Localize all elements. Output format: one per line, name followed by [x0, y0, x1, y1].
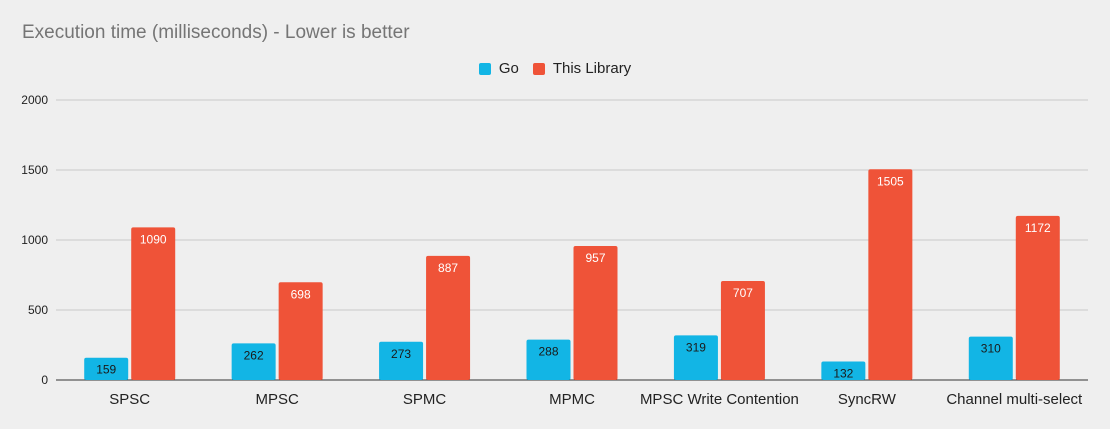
bar-value-label: 159 — [96, 363, 116, 377]
bar-go — [673, 335, 718, 380]
x-tick-label: MPSC Write Contention — [640, 391, 799, 408]
bar-value-label: 319 — [686, 340, 706, 354]
bar-value-label: 707 — [733, 286, 753, 300]
chart-legend: Go This Library — [0, 60, 1110, 77]
y-tick-label: 0 — [41, 373, 48, 387]
bar-this-library — [1015, 215, 1060, 380]
bar-go — [968, 336, 1013, 380]
y-tick-label: 500 — [28, 303, 48, 317]
bar-go — [379, 341, 424, 380]
bar-this-library — [573, 246, 618, 380]
x-tick-label: SPMC — [403, 391, 447, 408]
bar-value-label: 698 — [291, 287, 311, 301]
legend-swatch-this-library — [532, 62, 545, 75]
bar-this-library — [426, 255, 471, 380]
legend-swatch-go — [478, 62, 491, 75]
bar-this-library — [278, 282, 323, 380]
bar-value-label: 273 — [391, 347, 411, 361]
bar-go — [231, 343, 276, 380]
y-tick-label: 2000 — [21, 93, 48, 107]
bar-value-label: 1172 — [1025, 221, 1051, 235]
bar-value-label: 957 — [585, 251, 605, 265]
chart-title: Execution time (milliseconds) - Lower is… — [22, 22, 410, 43]
legend-label-go: Go — [498, 60, 519, 77]
legend-label-this-library: This Library — [552, 60, 632, 77]
bar-value-label: 887 — [438, 261, 458, 275]
bar-this-library — [720, 281, 765, 380]
legend-item-this-library: This Library — [532, 60, 632, 77]
bar-go — [526, 339, 571, 380]
legend-item-go: Go — [478, 60, 519, 77]
x-tick-label: MPMC — [549, 391, 595, 408]
bar-value-label: 1505 — [877, 174, 904, 188]
x-tick-label: SPSC — [109, 391, 150, 408]
y-tick-label: 1000 — [21, 233, 48, 247]
bar-value-label: 1090 — [140, 232, 167, 246]
x-tick-label: SyncRW — [838, 391, 897, 408]
bar-value-label: 310 — [981, 342, 1001, 356]
bar-value-label: 132 — [833, 367, 853, 381]
bar-value-label: 288 — [538, 345, 558, 359]
bar-this-library — [868, 169, 913, 380]
y-tick-label: 1500 — [21, 163, 48, 177]
x-tick-label: Channel multi-select — [946, 391, 1083, 408]
bar-go — [84, 357, 129, 380]
x-tick-label: MPSC — [255, 391, 299, 408]
bar-go — [821, 361, 866, 380]
bar-this-library — [131, 227, 176, 380]
bar-value-label: 262 — [244, 348, 264, 362]
